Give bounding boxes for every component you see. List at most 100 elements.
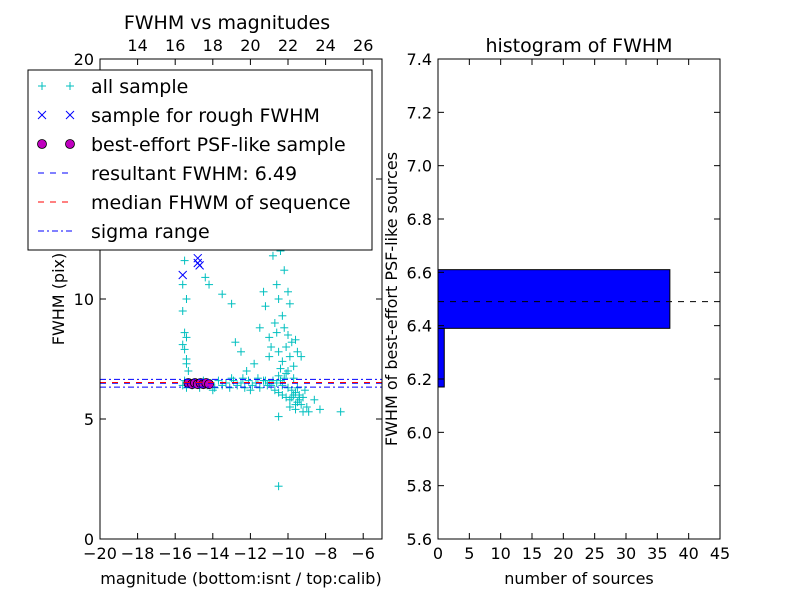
point-plus-0-63 [182, 295, 191, 303]
point-plus-0-49 [261, 376, 270, 385]
point-plus-0-55 [227, 374, 236, 383]
fwhm-histogram-plot: histogram of FWHM 0 5 10 15 20 25 30 35 40 45 5.6 5… [382, 35, 730, 588]
point-x-1-3 [193, 253, 203, 263]
legend-handle-2-b-dot [65, 139, 75, 149]
point-plus-0-123 [315, 405, 324, 414]
right-xtick-label: 15 [522, 544, 542, 563]
point-plus-0-44 [287, 393, 296, 402]
point-plus-0-59 [293, 383, 302, 392]
point-plus-0-114 [297, 352, 306, 361]
right-ytick-label: 7.0 [407, 157, 432, 176]
fwhm-vs-magnitude-plot: FWHM vs magnitudes −20 −18 −16 −14 −12 −10 −8−… [27, 12, 383, 588]
point-plus-0-108 [255, 323, 264, 332]
top-xtick-label: 18 [203, 36, 223, 55]
point-plus-0-111 [259, 287, 268, 296]
left-ytick-label: 10 [74, 290, 94, 309]
right-plot-title: histogram of FWHM [485, 35, 672, 57]
point-x-1-0-d2 [178, 270, 188, 280]
legend-handle-2-b [65, 139, 75, 149]
left-xtick-label: −18 [121, 544, 155, 563]
point-plus-0-57 [238, 374, 247, 383]
point-plus-0-84 [218, 290, 227, 299]
point-plus-0-68 [180, 345, 189, 354]
point-plus-0-83 [205, 280, 214, 289]
legend-handles [37, 82, 75, 232]
histogram-bar-0 [437, 327, 445, 388]
right-xtick-label: 30 [616, 544, 636, 563]
left-xtick-label: −16 [158, 544, 192, 563]
right-ylabel: FWHM of best-effort PSF-like sources [382, 152, 401, 446]
point-circle-2-7 [204, 379, 214, 390]
top-xtick-label: 22 [278, 36, 298, 55]
point-plus-0-15 [240, 383, 249, 392]
point-plus-0-127 [291, 400, 300, 409]
right-ytick-label: 6.8 [407, 210, 432, 229]
legend-label-rough-sample: sample for rough FWHM [91, 105, 320, 127]
point-plus-0-95 [274, 295, 283, 303]
point-plus-0-48 [289, 374, 298, 383]
point-plus-0-113 [293, 347, 302, 356]
point-plus-0-65 [180, 328, 189, 337]
point-plus-0-112 [267, 343, 276, 351]
right-xtick-label: 0 [433, 544, 443, 563]
point-plus-0-104 [276, 364, 285, 373]
legend-label-psf-sample: best-effort PSF-like sample [91, 134, 346, 156]
right-ytick-label: 6.0 [407, 423, 432, 442]
legend-box [27, 69, 373, 251]
point-plus-0-109 [265, 333, 274, 342]
left-xtick-label: −12 [234, 544, 268, 563]
right-xtick-label: 25 [584, 544, 604, 563]
right-xtick-label: 40 [678, 544, 698, 563]
top-xtick-label: 24 [315, 36, 335, 55]
point-plus-0-93 [284, 287, 292, 296]
point-plus-0-110 [270, 319, 279, 327]
point-plus-0-103 [278, 357, 287, 366]
point-plus-0-99 [284, 331, 292, 339]
top-xtick-label: 16 [165, 36, 185, 55]
point-plus-0-8 [214, 376, 223, 385]
legend-label-resultant-fwhm: resultant FWHM: 6.49 [91, 163, 297, 185]
point-plus-0-43 [302, 403, 311, 411]
legend: all sample sample for rough FWHM best-ef… [27, 69, 373, 251]
left-plot-title: FWHM vs magnitudes [124, 12, 330, 34]
left-xtick-label: −6 [351, 544, 375, 563]
right-xlabel: number of sources [504, 569, 654, 588]
point-plus-0-125 [299, 407, 308, 416]
right-ytick-label: 5.6 [407, 530, 432, 549]
point-plus-0-86 [231, 338, 240, 347]
point-plus-0-107 [261, 302, 270, 311]
point-plus-0-11 [225, 383, 234, 392]
left-plot-axes: −20−18−16−14−12−10−8−6051015201416182022… [74, 36, 382, 563]
top-xtick-label: 20 [240, 36, 260, 55]
left-plot-data [100, 71, 382, 491]
point-plus-0-71 [182, 359, 191, 368]
point-plus-0-116 [274, 347, 283, 356]
point-plus-0-102 [285, 352, 294, 361]
legend-handle-1-a [37, 110, 47, 120]
legend-handle-2-a [37, 139, 47, 149]
left-xtick-label: −20 [83, 544, 117, 563]
point-plus-0-19 [255, 383, 264, 392]
point-circle-2-7-dot [204, 379, 214, 390]
legend-label-sigma-range: sigma range [91, 221, 210, 243]
point-plus-0-105 [289, 362, 298, 371]
top-xtick-label: 26 [353, 36, 373, 55]
left-xtick-label: −8 [314, 544, 338, 563]
legend-handle-0-a [38, 82, 46, 90]
legend-handle-2-a-dot [37, 139, 47, 149]
point-plus-0-118 [272, 328, 281, 337]
point-plus-0-96 [285, 299, 294, 308]
legend-handle-0-b [66, 82, 74, 90]
left-ylabel: FWHM (pix) [49, 253, 68, 346]
legend-handle-1-b-d2 [65, 110, 75, 120]
point-plus-0-89 [242, 367, 251, 375]
right-plot-axes: 0 5 10 15 20 25 30 35 40 45 5.6 5.8 6.0 6.2 6.4 6.6 6.8 7… [407, 50, 731, 563]
left-ytick-label: 20 [74, 50, 94, 69]
right-ytick-label: 5.8 [407, 477, 432, 496]
point-plus-0-61 [180, 256, 189, 265]
histogram-bar-1 [437, 269, 671, 329]
right-plot-data [437, 269, 720, 388]
right-xtick-label: 45 [710, 544, 730, 563]
point-plus-0-94 [272, 280, 281, 289]
right-plot-frame [437, 58, 721, 540]
